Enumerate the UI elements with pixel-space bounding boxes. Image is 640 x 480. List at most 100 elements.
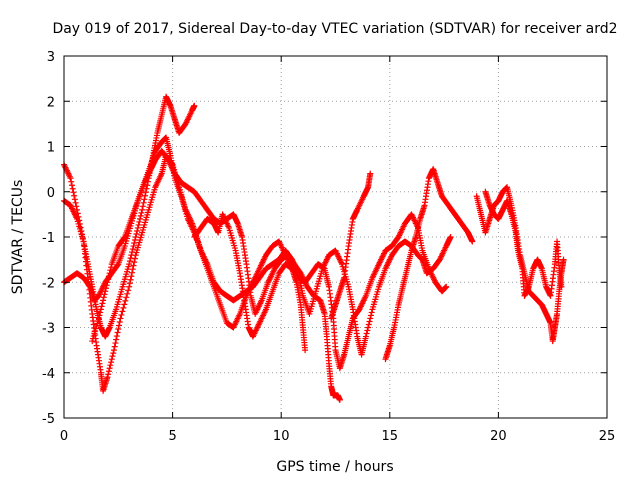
data-point — [126, 280, 133, 287]
data-point — [119, 308, 126, 315]
data-point — [106, 270, 113, 277]
data-point — [108, 359, 115, 366]
data-point — [105, 273, 112, 280]
data-point — [139, 206, 146, 213]
data-point — [112, 340, 119, 347]
data-point — [101, 291, 108, 298]
data-point — [104, 279, 111, 286]
data-point — [302, 347, 309, 354]
data-point — [135, 221, 142, 228]
data-point — [130, 243, 137, 250]
data-point — [105, 371, 112, 378]
y-tick-label: -2 — [42, 276, 55, 291]
data-point — [142, 192, 149, 199]
grid — [64, 56, 607, 418]
data-point — [128, 252, 135, 259]
data-point — [108, 264, 115, 271]
data-point — [140, 199, 147, 206]
data-point — [128, 273, 135, 280]
data-point — [110, 350, 117, 357]
data-point — [125, 287, 132, 294]
data-point — [134, 224, 141, 231]
x-tick-label: 0 — [60, 429, 68, 444]
y-tick-label: -1 — [42, 231, 55, 246]
data-point — [71, 196, 78, 203]
data-point — [129, 266, 136, 273]
data-point — [69, 185, 76, 192]
data-point — [129, 249, 136, 256]
data-point — [108, 356, 115, 363]
data-point — [105, 368, 112, 375]
x-axis-label: GPS time / hours — [276, 459, 393, 475]
data-point — [70, 189, 77, 196]
data-layer — [61, 93, 567, 403]
data-point — [142, 189, 149, 196]
data-point — [122, 297, 129, 304]
data-point — [114, 262, 121, 269]
data-point — [103, 282, 110, 289]
data-point — [107, 362, 114, 369]
data-point — [131, 240, 138, 247]
x-tick-label: 10 — [273, 429, 290, 444]
data-point — [99, 300, 106, 307]
data-point — [469, 238, 476, 245]
data-point — [336, 396, 343, 403]
data-point — [102, 285, 109, 292]
data-point — [96, 312, 103, 319]
y-tick-label: -5 — [42, 412, 55, 427]
y-tick-label: -3 — [42, 322, 55, 337]
data-point — [104, 374, 111, 381]
data-point — [364, 327, 371, 334]
data-point — [558, 283, 565, 290]
data-point — [136, 218, 143, 225]
data-point — [363, 330, 370, 337]
data-point — [129, 246, 136, 253]
data-point — [139, 203, 146, 210]
data-point — [368, 309, 375, 316]
data-point — [137, 212, 144, 219]
series-track-4 — [89, 148, 343, 403]
plot-frame — [63, 55, 608, 419]
data-point — [130, 262, 137, 269]
data-point — [365, 324, 372, 331]
data-point — [68, 178, 75, 185]
data-point — [447, 234, 454, 240]
data-point — [95, 315, 102, 322]
series-track-5 — [191, 211, 309, 354]
data-point — [126, 283, 133, 290]
data-point — [560, 256, 567, 263]
data-point — [123, 294, 130, 301]
y-tick-label: -4 — [42, 367, 55, 382]
y-tick-label: 3 — [47, 50, 55, 65]
data-point — [116, 322, 123, 329]
ticks: 0 5 10 15 20 25 -5 -4 -3 -2 -1 0 1 2 3 — [42, 50, 615, 444]
y-tick-label: 2 — [47, 95, 55, 110]
data-point — [97, 306, 104, 313]
data-point — [110, 347, 117, 354]
data-point — [107, 267, 114, 274]
data-point — [98, 303, 105, 310]
data-point — [116, 318, 123, 325]
y-axis-label: SDTVAR / TECUs — [10, 180, 26, 295]
data-point — [124, 290, 131, 297]
chart-title: Day 019 of 2017, Sidereal Day-to-day VTE… — [52, 21, 617, 37]
data-point — [106, 365, 113, 372]
data-point — [133, 230, 140, 237]
data-point — [113, 336, 120, 343]
data-point — [127, 255, 134, 262]
data-point — [367, 170, 374, 177]
data-point — [126, 258, 133, 265]
data-point — [102, 288, 109, 295]
x-tick-label: 15 — [382, 429, 399, 444]
data-point — [113, 333, 120, 340]
data-point — [100, 297, 107, 304]
data-point — [131, 259, 138, 266]
series-track-6 — [328, 170, 374, 322]
data-point — [129, 269, 136, 276]
data-point — [191, 102, 198, 109]
data-point — [443, 283, 450, 290]
data-point — [138, 209, 145, 216]
data-point — [111, 343, 118, 350]
data-point — [105, 276, 112, 283]
